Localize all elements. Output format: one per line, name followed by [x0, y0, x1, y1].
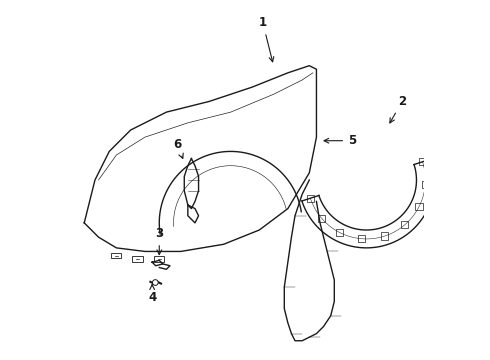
FancyBboxPatch shape	[358, 235, 366, 242]
FancyBboxPatch shape	[307, 195, 314, 202]
FancyBboxPatch shape	[111, 252, 122, 258]
FancyBboxPatch shape	[318, 215, 325, 222]
FancyBboxPatch shape	[153, 256, 164, 262]
FancyBboxPatch shape	[381, 233, 388, 240]
FancyBboxPatch shape	[132, 256, 143, 262]
Text: 4: 4	[148, 285, 156, 305]
Text: 6: 6	[173, 138, 183, 158]
Text: 5: 5	[324, 134, 356, 147]
FancyBboxPatch shape	[401, 221, 408, 228]
Text: 3: 3	[155, 227, 163, 255]
FancyBboxPatch shape	[336, 229, 343, 236]
FancyBboxPatch shape	[419, 158, 426, 165]
FancyBboxPatch shape	[421, 181, 429, 188]
Text: 1: 1	[259, 16, 274, 62]
FancyBboxPatch shape	[416, 203, 422, 210]
Circle shape	[152, 280, 158, 285]
Text: 2: 2	[390, 95, 406, 123]
